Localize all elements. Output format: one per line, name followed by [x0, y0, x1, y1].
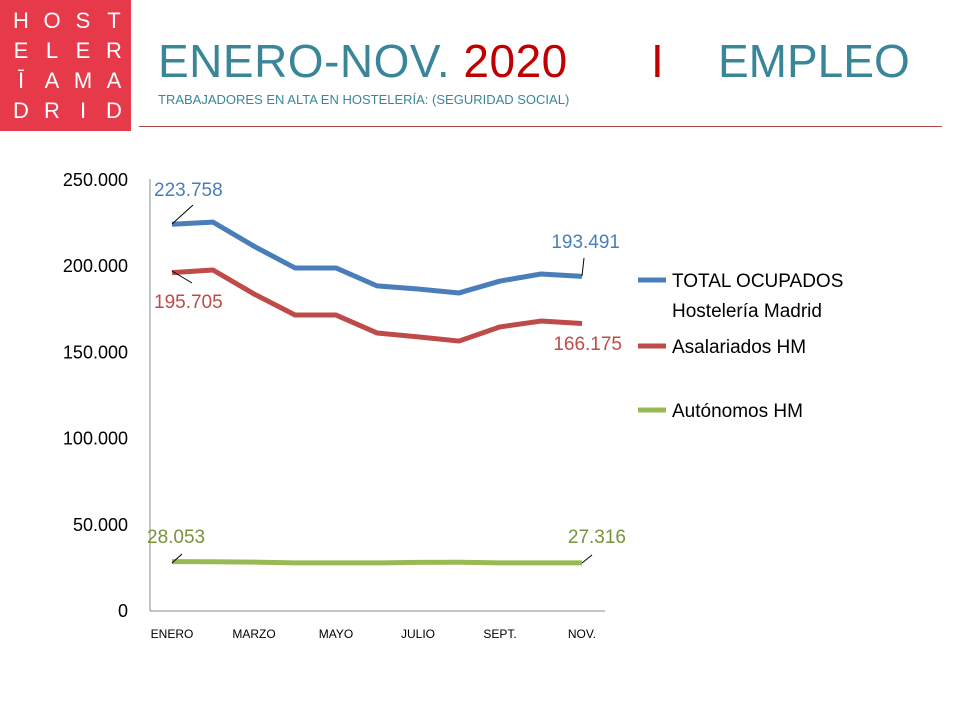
legend-label: Asalariados HM: [672, 337, 806, 358]
legend-label: TOTAL OCUPADOS: [672, 271, 843, 292]
y-tick-label: 150.000: [63, 342, 128, 362]
logo-letter: D: [106, 98, 122, 123]
logo-letter: E: [13, 38, 29, 63]
title-year: 2020: [463, 35, 568, 87]
logo-letter: L: [45, 38, 59, 63]
leader-line: [171, 553, 183, 564]
logo-letter: O: [43, 8, 61, 33]
y-tick-label: 0: [118, 601, 128, 621]
legend-label: Autónomos HM: [672, 401, 803, 422]
data-label: 195.705: [154, 292, 223, 313]
x-tick-label: MAYO: [319, 627, 353, 641]
y-tick-label: 100.000: [63, 429, 128, 449]
title-separator: I: [651, 35, 664, 87]
data-label: 166.175: [553, 334, 622, 355]
x-tick-label: NOV.: [568, 627, 596, 641]
logo-letter: S: [75, 8, 91, 33]
x-tick-label: JULIO: [401, 627, 435, 641]
leader-line: [171, 270, 193, 284]
page-title: ENERO-NOV. 2020: [158, 34, 568, 88]
logo-letter: M: [73, 68, 93, 93]
logo-letter: H: [13, 8, 29, 33]
logo-letter: R: [106, 38, 122, 63]
y-tick-label: 200.000: [63, 256, 128, 276]
x-tick-label: MARZO: [232, 627, 275, 641]
title-period: ENERO-NOV.: [158, 35, 451, 87]
data-label: 28.053: [147, 527, 205, 548]
logo-letter: D: [13, 98, 29, 123]
logo-letter: E: [75, 38, 91, 63]
x-tick-label: ENERO: [151, 627, 194, 641]
data-label: 223.758: [154, 180, 223, 201]
logo-letter: R: [44, 98, 60, 123]
x-tick-label: SEPT.: [483, 627, 516, 641]
subtitle: TRABAJADORES EN ALTA EN HOSTELERÍA: (SEG…: [158, 92, 570, 107]
y-tick-label: 50.000: [73, 515, 128, 535]
logo-letter: A: [106, 68, 122, 93]
series-line: [171, 559, 583, 566]
leader-line: [581, 257, 585, 277]
series-line: [171, 267, 583, 344]
legend-label: Hostelería Madrid: [672, 301, 822, 322]
y-tick-label: 250.000: [63, 170, 128, 190]
leader-line: [171, 204, 194, 225]
header-divider: [139, 126, 942, 127]
data-label: 193.491: [551, 232, 620, 253]
title-topic: EMPLEO: [718, 35, 910, 87]
logo-letter: T: [107, 8, 121, 33]
logo-letter: A: [44, 68, 60, 93]
logo-letter: Ī: [17, 68, 25, 93]
data-label: 27.316: [568, 527, 626, 548]
logo-letter: I: [79, 98, 87, 123]
leader-line: [581, 554, 593, 564]
